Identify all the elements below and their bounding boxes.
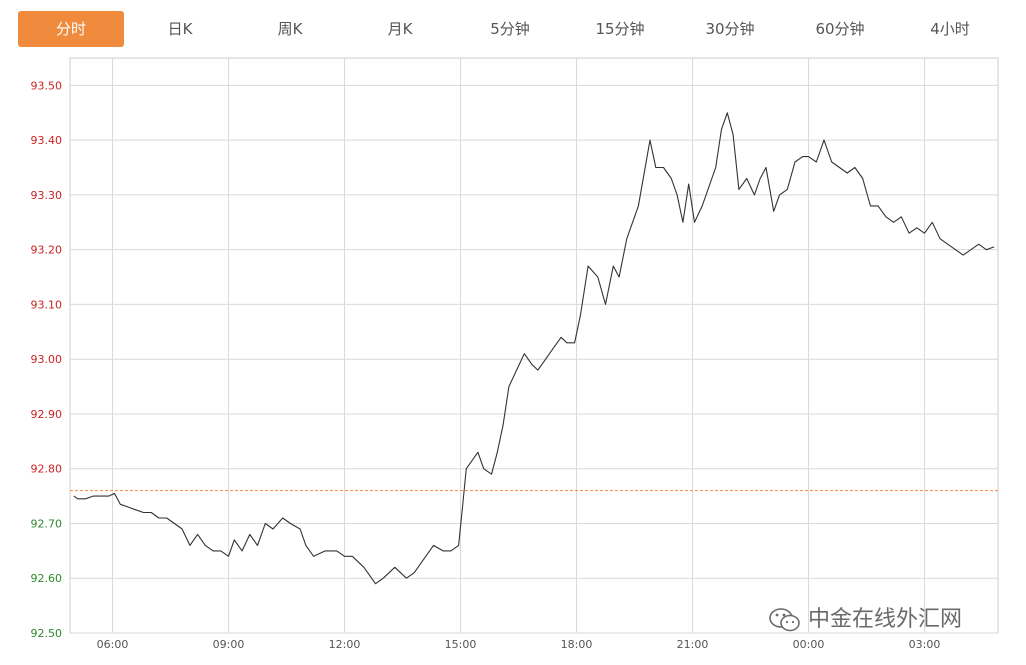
plot-frame (69, 57, 999, 634)
x-tick-label: 18:00 (561, 638, 593, 651)
tab-2[interactable]: 日K (167, 20, 193, 38)
x-tick-label: 06:00 (97, 638, 129, 651)
tab-9[interactable]: 4小时 (930, 20, 970, 38)
wechat-icon (769, 608, 800, 632)
tab-8[interactable]: 60分钟 (815, 20, 865, 38)
watermark-text: 中金在线外汇网 (808, 607, 963, 632)
y-tick-label: 93.50 (31, 79, 63, 92)
y-tick-label: 92.50 (31, 627, 63, 640)
x-tick-label: 03:00 (909, 638, 941, 651)
tab-7[interactable]: 30分钟 (705, 20, 755, 38)
tab-6[interactable]: 15分钟 (595, 20, 645, 38)
y-tick-label: 93.00 (31, 353, 63, 366)
y-tick-label: 93.20 (31, 244, 63, 257)
x-tick-label: 09:00 (213, 638, 245, 651)
y-tick-label: 92.90 (31, 408, 63, 421)
y-tick-label: 92.80 (31, 463, 63, 476)
y-tick-label: 92.60 (31, 572, 63, 585)
y-tick-label: 93.30 (31, 189, 63, 202)
watermark: 中金在线外汇网 (768, 600, 962, 640)
y-tick-label: 92.70 (31, 517, 63, 530)
x-tick-label: 21:00 (677, 638, 709, 651)
x-tick-label: 12:00 (329, 638, 361, 651)
tab-3[interactable]: 周K (277, 20, 303, 38)
timeframe-tabs: 分时 日K 周K 月K 5分钟 15分钟 30分钟 60分钟 4小时 (0, 0, 1026, 52)
y-tick-label: 93.40 (31, 134, 63, 147)
y-tick-label: 93.10 (31, 298, 63, 311)
tab-5[interactable]: 5分钟 (490, 20, 530, 38)
tab-1[interactable]: 分时 (18, 11, 124, 47)
tab-4[interactable]: 月K (387, 20, 413, 38)
x-tick-label: 00:00 (793, 638, 825, 651)
x-tick-label: 15:00 (445, 638, 477, 651)
price-series-line (73, 112, 995, 585)
